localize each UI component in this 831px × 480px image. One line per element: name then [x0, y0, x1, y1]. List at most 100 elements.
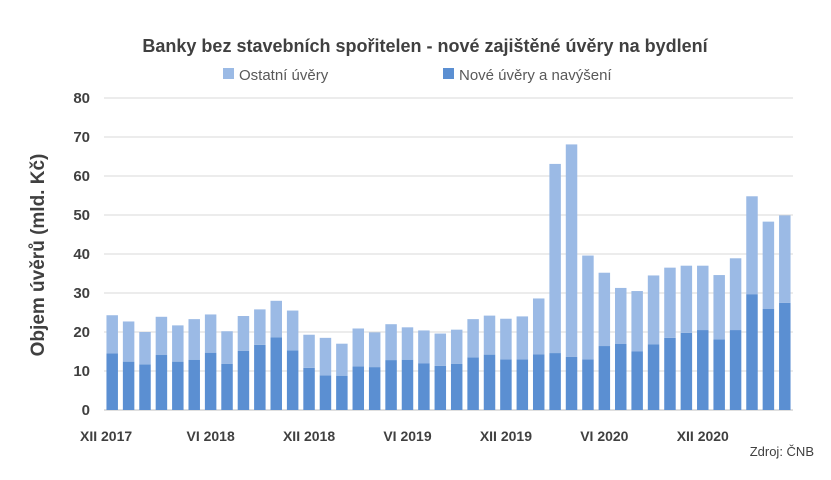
bar-new-loans: [664, 337, 676, 410]
bar-new-loans: [680, 332, 693, 410]
y-tick-label: 0: [82, 402, 90, 419]
bar-new-loans: [615, 343, 627, 410]
bar-other-loans: [680, 265, 693, 333]
x-axis-ticks: XII 2017 VI 2018 XII 2018 VI 2019 XII 2019 VI…: [80, 428, 729, 444]
bar-new-loans: [713, 339, 725, 410]
bar-other-loans: [106, 315, 118, 354]
bar-other-loans: [598, 272, 611, 347]
bar-new-loans: [434, 365, 447, 410]
y-tick-label: 10: [73, 363, 90, 380]
x-tick-label: XII 2019: [480, 428, 532, 444]
y-tick-label: 30: [73, 285, 90, 302]
bar-new-loans: [483, 354, 496, 410]
bar-new-loans: [368, 367, 381, 410]
y-tick-label: 20: [73, 324, 90, 341]
y-axis-label: Objem úvěrů (mld. Kč): [28, 154, 49, 357]
bar-new-loans: [697, 330, 709, 410]
bar-new-loans: [139, 364, 151, 410]
bar-new-loans: [188, 359, 200, 410]
bar-new-loans: [762, 308, 775, 410]
bar-new-loans: [467, 357, 479, 410]
legend-swatch-other: [223, 68, 234, 79]
bar-other-loans: [286, 310, 299, 351]
bar-other-loans: [729, 258, 742, 331]
bar-new-loans: [237, 350, 250, 410]
bar-new-loans: [500, 359, 512, 410]
bar-new-loans: [450, 363, 463, 410]
bar-other-loans: [582, 255, 594, 360]
bar-other-loans: [139, 332, 151, 365]
legend-swatch-new: [443, 68, 454, 79]
bar-other-loans: [122, 321, 135, 362]
chart-title: Banky bez stavebních spořitelen - nové z…: [142, 36, 708, 56]
bar-new-loans: [385, 360, 397, 410]
bar-new-loans: [418, 363, 430, 410]
x-tick-label: XII 2017: [80, 428, 132, 444]
x-tick-label: VI 2019: [383, 428, 431, 444]
legend-label-other: Ostatní úvěry: [239, 67, 329, 84]
bar-other-loans: [565, 144, 578, 357]
bar-other-loans: [779, 215, 791, 303]
bar-new-loans: [204, 352, 217, 410]
bar-other-loans: [221, 331, 233, 364]
bar-other-loans: [270, 300, 282, 338]
bar-new-loans: [286, 350, 299, 410]
bar-other-loans: [254, 309, 266, 345]
y-axis-ticks: 0 10 20 30 40 50 60 70 80: [73, 90, 90, 419]
bar-new-loans: [516, 359, 529, 410]
bar-other-loans: [418, 330, 430, 364]
bar-other-loans: [401, 327, 414, 360]
bar-other-loans: [385, 324, 397, 361]
legend-label-new: Nové úvěry a navýšení: [459, 67, 612, 84]
bar-other-loans: [303, 334, 315, 368]
bar-other-loans: [664, 267, 676, 338]
y-tick-label: 50: [73, 207, 90, 224]
bar-new-loans: [172, 361, 184, 410]
bar-new-loans: [319, 375, 332, 410]
bar-other-loans: [336, 343, 348, 376]
bar-other-loans: [549, 163, 561, 354]
x-tick-label: XII 2020: [677, 428, 729, 444]
bar-other-loans: [204, 314, 217, 353]
bar-new-loans: [352, 366, 365, 410]
bar-new-loans: [598, 346, 611, 410]
bars: [106, 144, 791, 410]
bar-new-loans: [336, 375, 348, 410]
legend: Ostatní úvěry Nové úvěry a navýšení: [223, 67, 612, 84]
bar-other-loans: [237, 316, 250, 351]
bar-other-loans: [746, 196, 758, 295]
bar-other-loans: [697, 265, 709, 331]
bar-new-loans: [122, 361, 135, 410]
bar-other-loans: [368, 332, 381, 368]
bar-new-loans: [401, 359, 414, 410]
bar-new-loans: [270, 337, 282, 410]
x-tick-label: XII 2018: [283, 428, 335, 444]
bar-new-loans: [221, 363, 233, 410]
bar-other-loans: [483, 315, 496, 355]
bar-new-loans: [155, 355, 168, 410]
x-tick-label: VI 2020: [580, 428, 628, 444]
bar-new-loans: [532, 354, 545, 410]
bar-new-loans: [106, 353, 118, 410]
bar-new-loans: [582, 359, 594, 410]
bar-other-loans: [450, 329, 463, 364]
bar-other-loans: [762, 221, 775, 309]
bar-other-loans: [467, 319, 479, 358]
bar-other-loans: [319, 337, 332, 376]
y-tick-label: 40: [73, 246, 90, 263]
gridlines: [104, 97, 793, 411]
bar-other-loans: [172, 325, 184, 362]
bar-new-loans: [565, 356, 578, 410]
bar-new-loans: [746, 294, 758, 410]
bar-other-loans: [155, 316, 168, 356]
bar-other-loans: [532, 298, 545, 355]
x-tick-label: VI 2018: [186, 428, 234, 444]
bar-new-loans: [647, 344, 660, 410]
bar-new-loans: [631, 351, 643, 410]
bar-other-loans: [615, 287, 627, 344]
bar-other-loans: [500, 318, 512, 360]
bar-other-loans: [631, 291, 643, 352]
bar-other-loans: [434, 333, 447, 366]
bar-new-loans: [779, 302, 791, 410]
